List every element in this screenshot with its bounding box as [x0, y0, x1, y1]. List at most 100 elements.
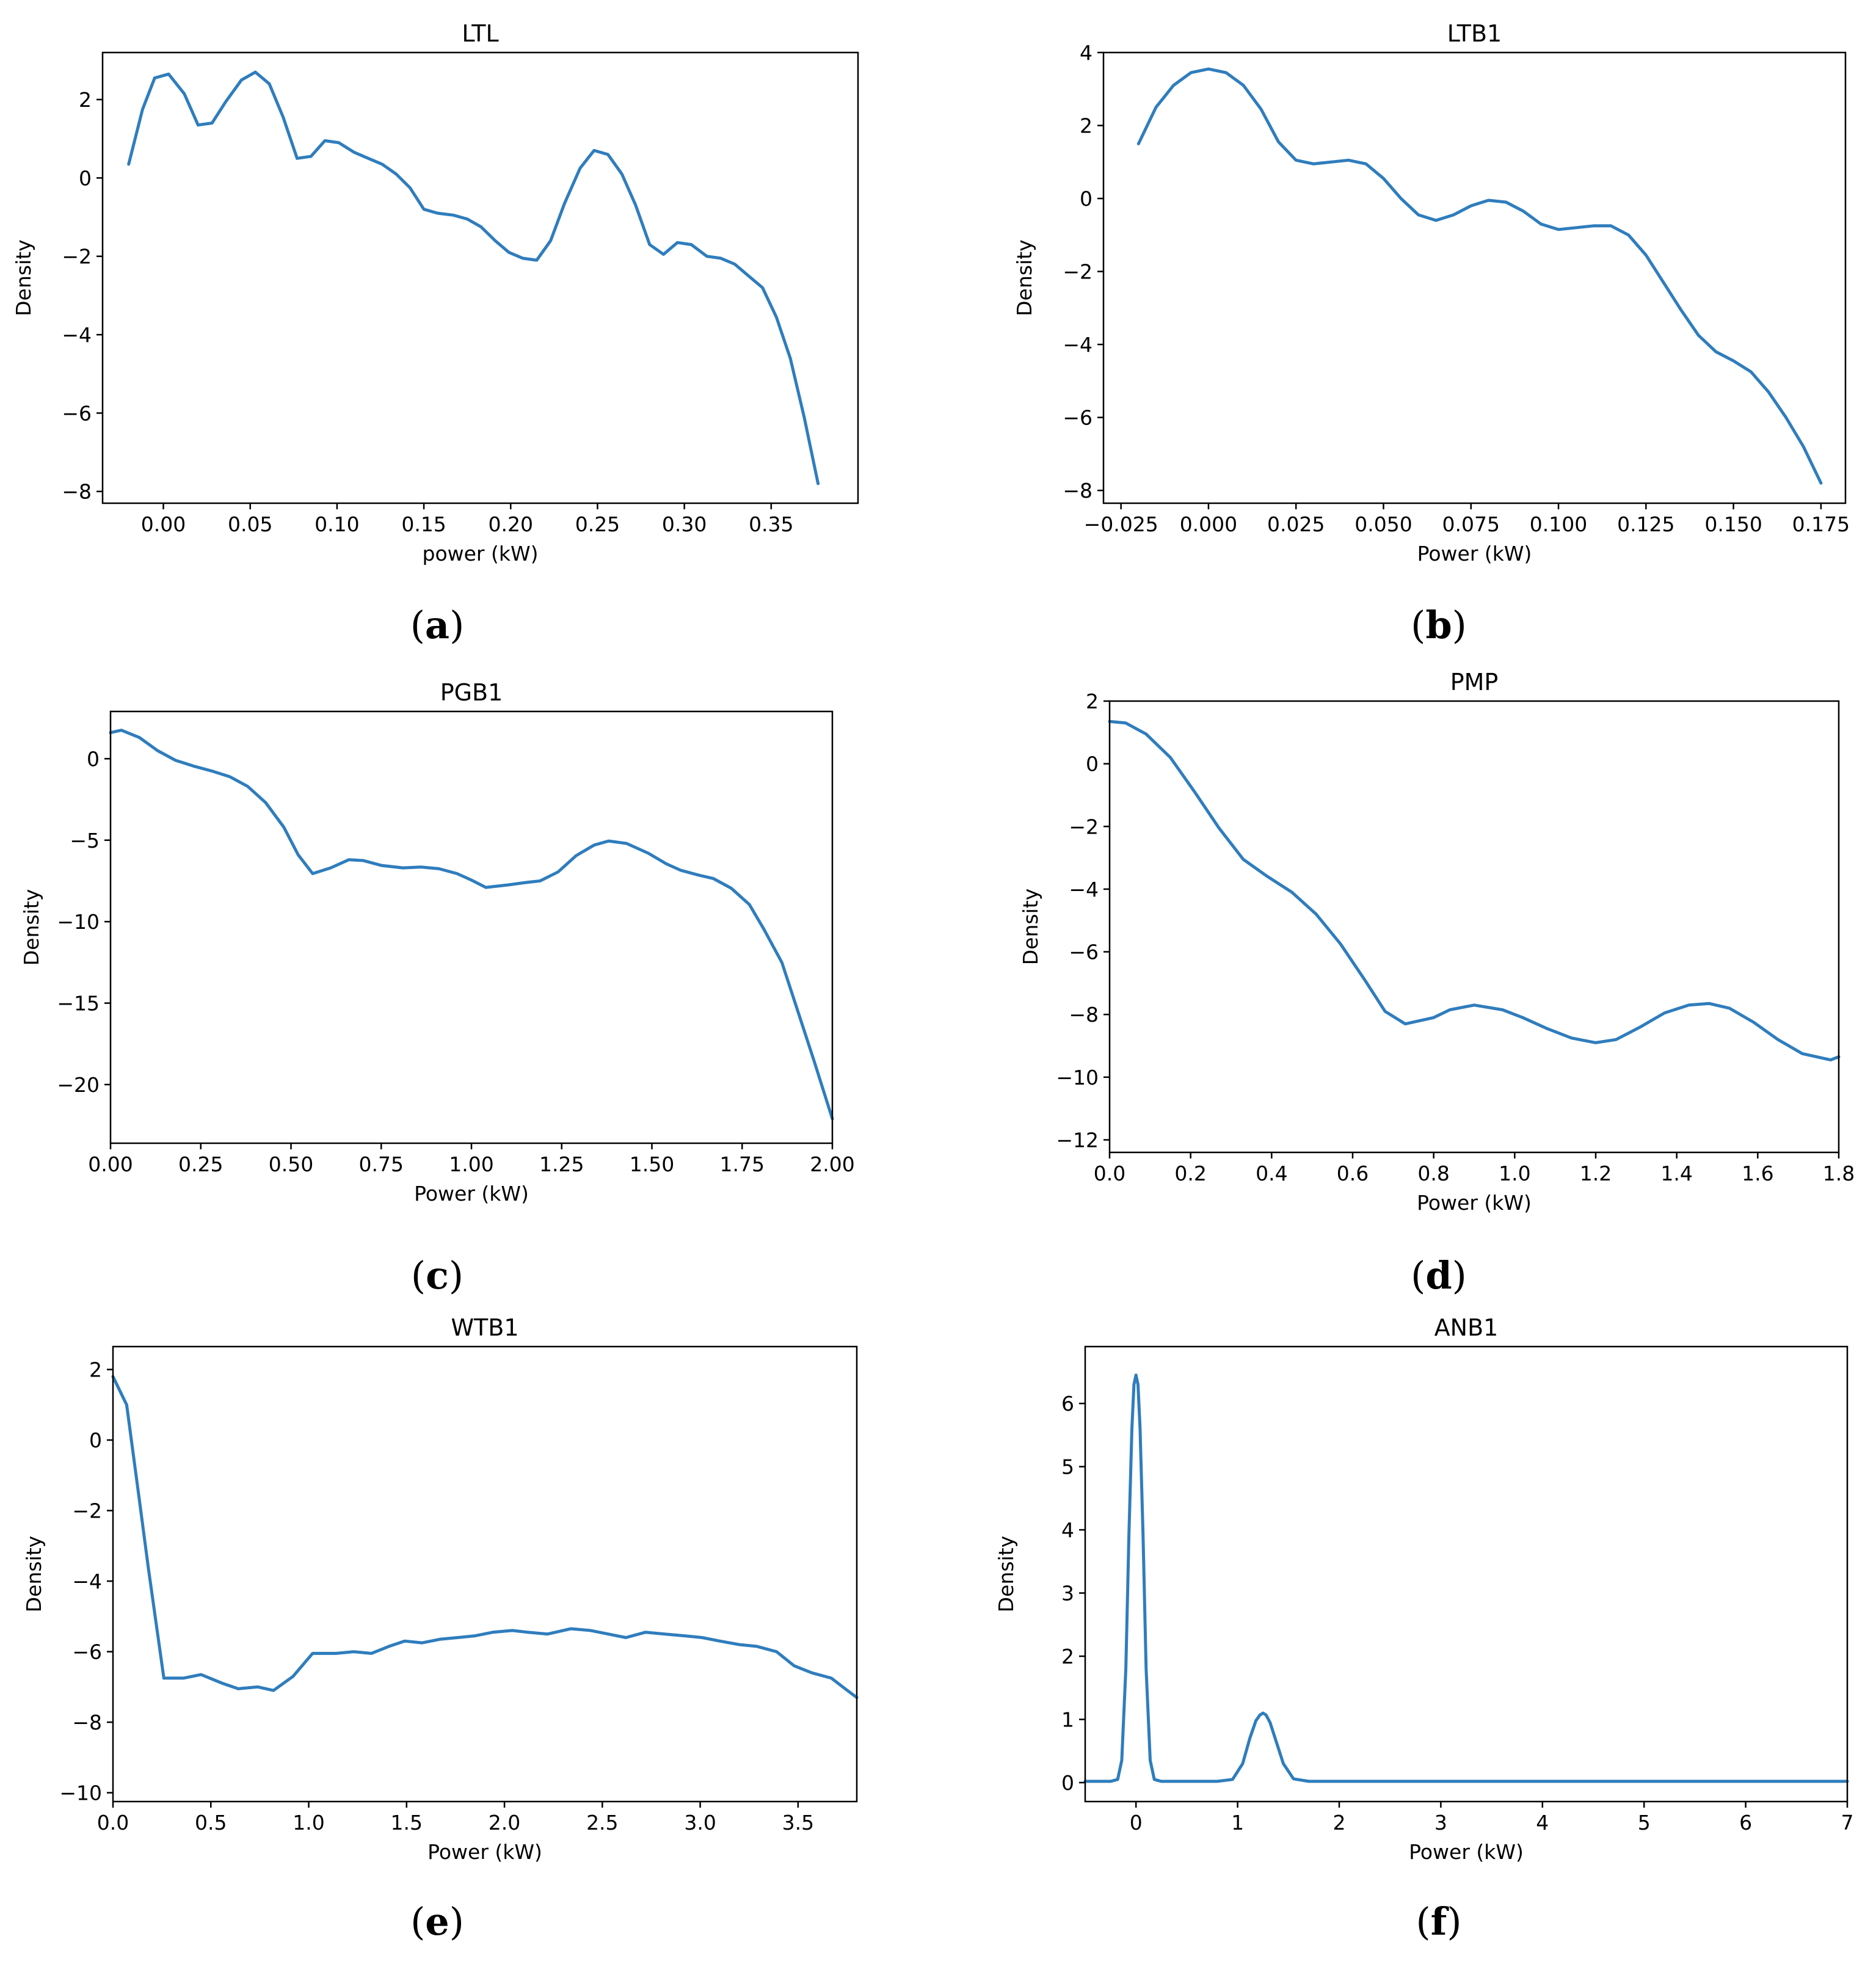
x-tick-label-a: 0.15: [401, 512, 446, 536]
x-tick-label-e: 2.0: [489, 1811, 520, 1835]
caption-letter: d: [1425, 1253, 1452, 1298]
x-tick-label-c: 0.00: [88, 1152, 133, 1176]
y-tick-label-d: −12: [1056, 1128, 1099, 1152]
y-tick-label-b: 2: [1080, 114, 1093, 138]
y-tick-label-a: −8: [62, 480, 92, 504]
plot-frame-b: [1102, 51, 1847, 504]
x-tick-label-d: 1.6: [1742, 1162, 1773, 1185]
x-tick-label-b: 0.025: [1267, 512, 1325, 536]
y-axis-label-c: Density: [20, 889, 43, 966]
x-tick-label-c: 1.50: [630, 1152, 674, 1176]
y-tick-label-f: 2: [1061, 1645, 1074, 1668]
chart-title-b: LTB1: [1447, 20, 1502, 47]
caption-open-paren: (: [1411, 603, 1425, 647]
y-tick-label-a: 2: [79, 88, 92, 112]
caption-letter: a: [425, 603, 449, 647]
y-tick-label-d: 2: [1086, 689, 1099, 713]
y-tick-label-e: −4: [72, 1569, 102, 1593]
plot-frame-c: [109, 710, 834, 1144]
y-tick-label-d: −2: [1069, 815, 1099, 838]
x-tick-label-d: 0.2: [1174, 1162, 1206, 1185]
x-tick-label-c: 1.25: [539, 1152, 584, 1176]
x-tick-label-e: 3.5: [782, 1811, 814, 1835]
x-axis-label-f: Power (kW): [1409, 1840, 1524, 1864]
x-tick-label-d: 0.0: [1094, 1162, 1125, 1185]
y-tick-label-b: 0: [1080, 187, 1093, 211]
x-tick-label-b: 0.150: [1704, 512, 1762, 536]
x-tick-label-b: 0.125: [1617, 512, 1674, 536]
plot-frame-e: [112, 1345, 858, 1803]
plot-frame-a: [101, 51, 859, 504]
x-tick-label-e: 1.5: [391, 1811, 423, 1835]
y-tick-label-e: −8: [72, 1711, 102, 1734]
x-tick-label-c: 0.50: [269, 1152, 313, 1176]
plot-frame-f: [1084, 1345, 1849, 1803]
chart-panel-f: 0 1 2 3 4 5 6 7 0 1 2 3 4 5 6 ANB1 Power (kW) Density: [994, 1314, 1854, 1864]
caption-close-paren: ): [1452, 1253, 1467, 1298]
chart-title-a: LTL: [462, 20, 498, 47]
x-tick-label-f: 2: [1333, 1811, 1346, 1835]
x-tick-label-c: 1.00: [449, 1152, 493, 1176]
x-tick-label-f: 3: [1434, 1811, 1447, 1835]
x-tick-label-d: 0.6: [1337, 1162, 1369, 1185]
caption-letter: f: [1431, 1899, 1449, 1944]
caption-close-paren: ): [449, 1899, 464, 1944]
y-tick-label-d: −6: [1069, 940, 1099, 964]
x-tick-label-f: 5: [1638, 1811, 1651, 1835]
series-line-b: [1136, 67, 1823, 485]
x-tick-label-a: 0.20: [489, 512, 533, 536]
y-tick-label-f: 4: [1061, 1518, 1074, 1542]
x-tick-label-c: 0.25: [178, 1152, 223, 1176]
x-tick-label-d: 0.4: [1256, 1162, 1287, 1185]
x-axis-label-e: Power (kW): [427, 1840, 542, 1864]
series-line-d: [1108, 719, 1841, 1062]
y-tick-label-e: 2: [89, 1358, 102, 1382]
caption-close-paren: ): [449, 603, 464, 647]
y-tick-label-b: 4: [1080, 41, 1093, 65]
panel-caption-e: (e): [410, 1899, 464, 1944]
chart-panel-e: 0.0 0.5 1.0 1.5 2.0 2.5 3.0 3.5 2 0 −2 −4 −6 −8 −10 WTB…: [22, 1314, 859, 1864]
x-tick-label-c: 1.75: [720, 1152, 765, 1176]
x-tick-label-e: 0.0: [97, 1811, 129, 1835]
panel-caption-c: (c): [411, 1253, 464, 1298]
caption-letter: e: [425, 1899, 449, 1944]
y-tick-label-b: −6: [1063, 406, 1093, 430]
panel-caption-f: (f): [1416, 1899, 1461, 1944]
y-tick-label-d: 0: [1086, 752, 1099, 776]
panel-caption-b: (b): [1411, 603, 1467, 647]
y-tick-label-a: −4: [62, 323, 92, 347]
x-tick-label-a: 0.25: [575, 512, 620, 536]
x-tick-label-f: 0: [1130, 1811, 1143, 1835]
y-axis-label-e: Density: [22, 1536, 46, 1612]
y-tick-label-f: 5: [1061, 1455, 1074, 1479]
x-axis-label-b: Power (kW): [1417, 542, 1532, 566]
y-tick-label-f: 1: [1061, 1708, 1074, 1731]
x-tick-label-e: 2.5: [586, 1811, 618, 1835]
x-axis-label-a: power (kW): [423, 542, 539, 566]
y-tick-label-a: 0: [79, 166, 92, 190]
x-tick-label-d: 0.8: [1417, 1162, 1449, 1185]
y-tick-label-a: −2: [62, 245, 92, 269]
caption-letter: c: [426, 1253, 449, 1298]
series-line-c: [109, 729, 834, 1121]
x-tick-label-d: 1.2: [1580, 1162, 1612, 1185]
x-tick-label-b: 0.050: [1354, 512, 1412, 536]
y-tick-label-e: 0: [89, 1428, 102, 1452]
y-tick-label-e: −6: [72, 1640, 102, 1664]
y-tick-label-b: −8: [1063, 479, 1093, 503]
x-tick-label-f: 6: [1739, 1811, 1752, 1835]
y-axis-label-f: Density: [994, 1536, 1018, 1612]
x-tick-label-b: 0.175: [1792, 512, 1850, 536]
y-tick-label-c: −10: [57, 910, 100, 934]
x-tick-label-d: 1.0: [1499, 1162, 1530, 1185]
plot-frame-d: [1108, 700, 1840, 1154]
x-tick-label-f: 4: [1536, 1811, 1549, 1835]
x-tick-label-b: 0.100: [1530, 512, 1587, 536]
x-tick-label-c: 0.75: [359, 1152, 404, 1176]
caption-close-paren: ): [1452, 603, 1467, 647]
chart-title-c: PGB1: [440, 679, 503, 706]
y-tick-label-b: −2: [1063, 260, 1093, 284]
x-tick-label-a: 0.35: [749, 512, 793, 536]
y-tick-label-c: −5: [70, 829, 100, 853]
